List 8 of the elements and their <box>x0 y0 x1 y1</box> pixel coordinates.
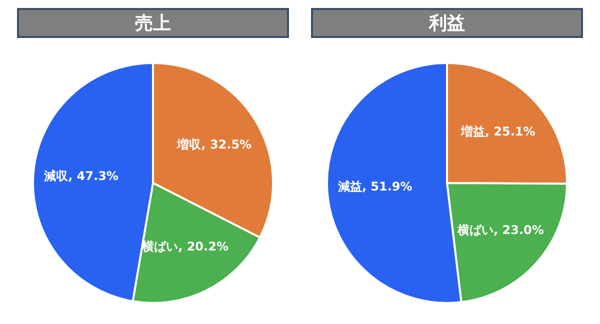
slice-label: 増収, 32.5% <box>176 138 252 152</box>
chart-title: 利益 <box>311 8 583 38</box>
slice-label: 減益, 51.9% <box>336 179 412 194</box>
chart-title: 売上 <box>17 8 289 38</box>
slice-label: 減収, 47.3% <box>43 169 118 184</box>
slice-label: 増益, 25.1% <box>460 124 536 138</box>
slice-label: 横ばい, 23.0% <box>456 223 544 238</box>
slice-label: 横ばい, 20.2% <box>141 239 228 254</box>
